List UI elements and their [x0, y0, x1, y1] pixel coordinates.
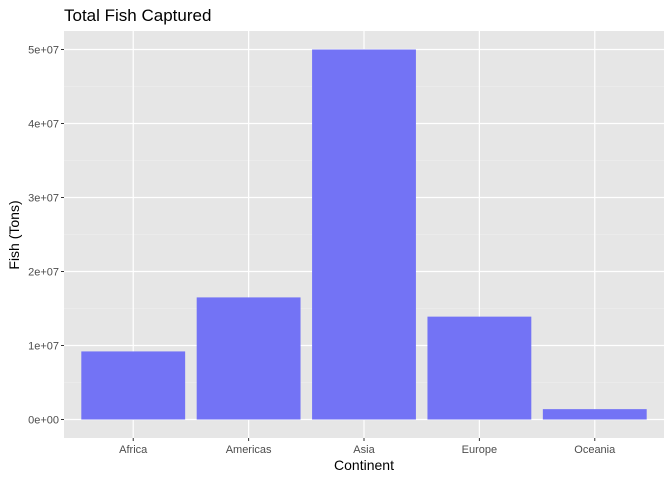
- x-tick-label: Oceania: [574, 444, 616, 456]
- chart-title: Total Fish Captured: [64, 6, 211, 25]
- x-axis-ticks: Africa Americas Asia Europe Oceania: [119, 438, 616, 456]
- bar-africa: [81, 351, 186, 420]
- x-tick-label: Europe: [462, 444, 497, 456]
- y-tick-label: 1e+07: [28, 341, 59, 353]
- x-tick-label: Americas: [226, 444, 272, 456]
- bar-americas: [196, 297, 301, 420]
- y-axis-ticks: 0e+00 1e+07 2e+07 3e+07 4e+07 5e+07: [28, 45, 64, 427]
- y-tick-label: 4e+07: [28, 119, 59, 131]
- y-tick-label: 3e+07: [28, 193, 59, 205]
- bar-oceania: [542, 409, 647, 420]
- y-tick-label: 5e+07: [28, 45, 59, 57]
- y-axis-title: Fish (Tons): [6, 200, 22, 269]
- bar-europe: [427, 316, 532, 420]
- x-axis-title: Continent: [334, 457, 394, 473]
- bar-asia: [312, 49, 416, 420]
- x-tick-label: Africa: [119, 444, 148, 456]
- y-tick-label: 0e+00: [28, 415, 59, 427]
- y-tick-label: 2e+07: [28, 267, 59, 279]
- bars: [81, 49, 647, 420]
- x-tick-label: Asia: [353, 444, 375, 456]
